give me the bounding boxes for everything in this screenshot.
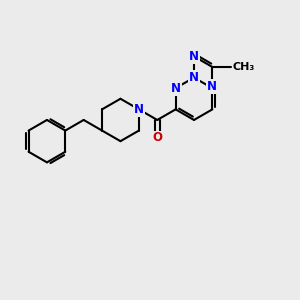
Text: N: N	[134, 103, 144, 116]
Text: N: N	[189, 71, 199, 84]
Text: CH₃: CH₃	[233, 62, 255, 72]
Text: O: O	[152, 131, 162, 145]
Text: N: N	[207, 80, 218, 93]
Text: N: N	[171, 82, 181, 95]
Text: N: N	[189, 50, 199, 63]
